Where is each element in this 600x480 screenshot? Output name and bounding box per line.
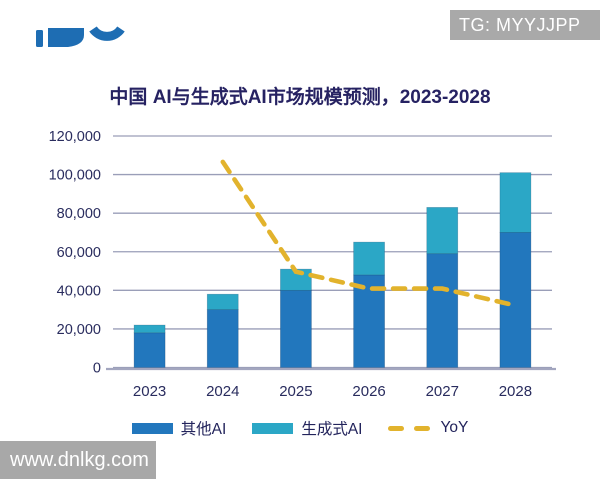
telegram-watermark: TG: MYYJJPP — [450, 10, 600, 40]
legend-swatch-other-ai — [131, 422, 173, 434]
cropped-blue-logo-icon — [0, 0, 140, 52]
bar-segment-other-ai — [280, 289, 312, 368]
bar-segment-other-ai — [133, 332, 166, 368]
legend-label-other-ai: 其他AI — [180, 421, 227, 438]
y-tick-label: 80,000 — [57, 206, 101, 222]
x-tick-label: 2024 — [206, 383, 239, 400]
x-tick-label: 2023 — [133, 383, 166, 400]
telegram-watermark-text: TG: MYYJJPP — [459, 15, 581, 35]
legend-label-gen-ai: 生成式AI — [301, 421, 363, 438]
yoy-dash-icon — [414, 425, 431, 431]
bar-segment-gen-ai — [353, 241, 385, 276]
chart-title: 中国 AI与生成式AI市场规模预测，2023-2028 — [109, 87, 491, 108]
bar-segment-gen-ai — [426, 207, 459, 255]
site-watermark-text: www.dnlkg.com — [10, 449, 149, 471]
y-tick-label: 100,000 — [49, 168, 101, 184]
x-tick-label: 2027 — [426, 383, 459, 400]
legend-item-gen-ai: 生成式AI — [252, 417, 362, 439]
yoy-line — [220, 159, 518, 308]
cropped-blue-logo-svg — [36, 26, 125, 47]
yoy-dash-icon — [388, 425, 405, 431]
chart-legend: 其他AI 生成式AI YoY — [0, 414, 600, 442]
legend-swatch-yoy-dashed-line — [388, 425, 432, 431]
bar-segment-other-ai — [426, 253, 459, 368]
y-tick-label: 20,000 — [57, 322, 101, 338]
y-tick-label: 40,000 — [57, 283, 101, 299]
bar-segment-gen-ai — [206, 293, 239, 310]
bar-segment-gen-ai — [499, 172, 532, 233]
y-tick-label: 120,000 — [49, 129, 101, 145]
bar-segment-gen-ai — [133, 324, 166, 334]
site-watermark: www.dnlkg.com — [0, 441, 156, 479]
y-tick-label: 0 — [93, 361, 101, 377]
legend-swatch-gen-ai — [252, 422, 294, 434]
y-tick-label: 60,000 — [57, 245, 101, 261]
x-tick-label: 2028 — [499, 383, 532, 400]
x-tick-label: 2025 — [279, 383, 312, 400]
legend-item-other-ai: 其他AI — [131, 417, 227, 439]
bar-segment-other-ai — [206, 309, 239, 368]
legend-item-yoy: YoY — [388, 419, 468, 437]
x-tick-label: 2026 — [352, 383, 385, 400]
legend-label-yoy: YoY — [440, 419, 469, 436]
bar-segment-other-ai — [499, 232, 532, 368]
